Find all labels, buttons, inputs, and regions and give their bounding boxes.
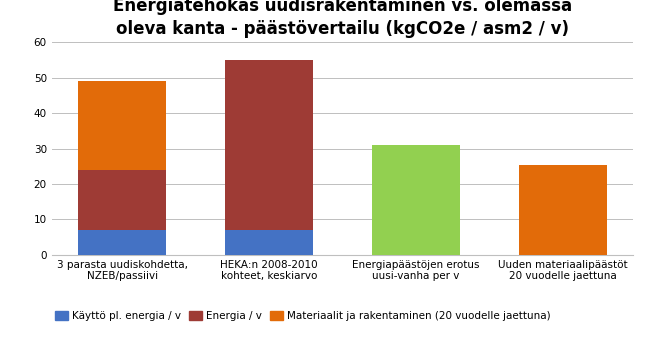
Bar (78, 81, 166, 170)
Bar (519, 165, 607, 255)
Bar (78, 170, 166, 230)
Bar (78, 230, 166, 255)
Bar (225, 60, 313, 230)
Bar (225, 230, 313, 255)
Title: Energiatehokas uudisrakentaminen vs. olemassa
oleva kanta - päästövertailu (kgCO: Energiatehokas uudisrakentaminen vs. ole… (113, 0, 572, 38)
Bar (371, 145, 460, 255)
Legend: Käyttö pl. energia / v, Energia / v, Materiaalit ja rakentaminen (20 vuodelle ja: Käyttö pl. energia / v, Energia / v, Mat… (51, 307, 554, 325)
